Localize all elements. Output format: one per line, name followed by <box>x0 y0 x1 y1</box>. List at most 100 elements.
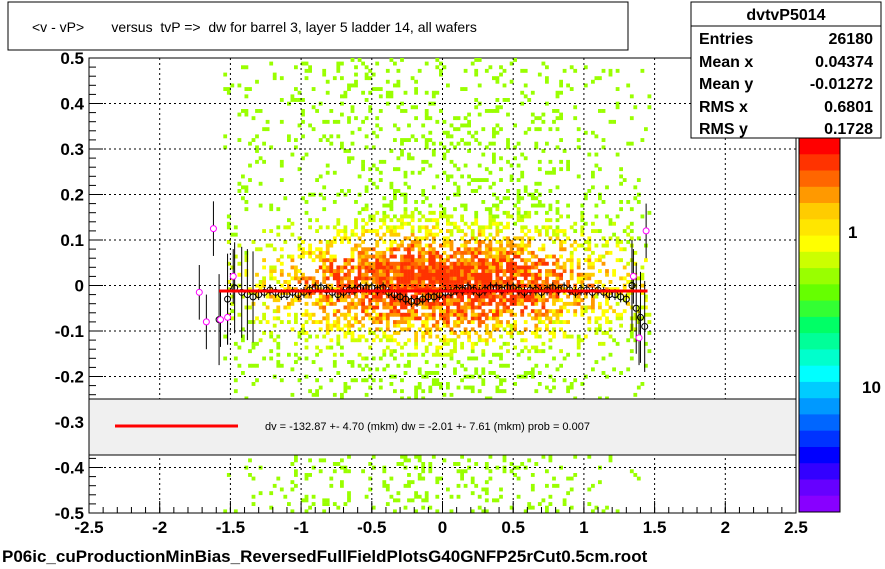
heatmap-cell <box>428 138 433 142</box>
heatmap-cell <box>499 243 503 248</box>
heatmap-cell <box>439 385 443 390</box>
heatmap-cell <box>612 367 616 372</box>
heatmap-cell <box>364 229 369 233</box>
heatmap-cell <box>407 265 411 270</box>
heatmap-cell <box>523 232 528 237</box>
heatmap-cell <box>308 294 312 299</box>
heatmap-cell <box>393 312 397 317</box>
heatmap-cell <box>506 276 510 281</box>
heatmap-cell <box>308 473 312 477</box>
heatmap-cell <box>304 309 309 314</box>
heatmap-cell <box>456 116 461 121</box>
heatmap-cell <box>636 385 641 390</box>
heatmap-cell <box>534 181 539 186</box>
heatmap-cell <box>484 341 489 346</box>
heatmap-cell <box>456 287 461 292</box>
heatmap-cell <box>569 276 574 281</box>
heatmap-cell <box>562 356 567 361</box>
heatmap-cell <box>442 294 447 299</box>
heatmap-cell <box>343 291 348 295</box>
heatmap-cell <box>484 327 489 332</box>
heatmap-cell <box>304 473 309 477</box>
heatmap-cell <box>350 291 355 295</box>
heatmap-cell <box>414 276 418 281</box>
heatmap-cell <box>421 305 426 310</box>
heatmap-cell <box>587 243 592 248</box>
heatmap-cell <box>499 254 503 259</box>
heatmap-cell <box>439 265 443 270</box>
heatmap-cell <box>446 382 450 386</box>
heatmap-cell <box>255 316 259 321</box>
heatmap-cell <box>439 327 443 332</box>
heatmap-cell <box>424 269 429 273</box>
heatmap-cell <box>368 316 373 321</box>
heatmap-cell <box>439 229 443 233</box>
stats-label-mean-y: Mean y <box>699 76 753 93</box>
heatmap-cell <box>378 159 383 164</box>
heatmap-cell <box>407 458 411 463</box>
heatmap-cell <box>354 265 358 270</box>
heatmap-cell <box>417 385 422 390</box>
heatmap-cell <box>619 258 623 263</box>
heatmap-cell <box>446 272 450 277</box>
heatmap-cell <box>555 258 560 263</box>
heatmap-cell <box>537 320 542 324</box>
heatmap-cell <box>484 491 489 496</box>
heatmap-cell <box>435 225 440 230</box>
heatmap-cell <box>499 250 503 255</box>
heatmap-cell <box>301 61 305 66</box>
heatmap-cell <box>414 116 418 121</box>
heatmap-cell <box>407 287 411 292</box>
heatmap-cell <box>460 320 464 324</box>
heatmap-cell <box>569 269 574 273</box>
heatmap-cell <box>629 94 634 99</box>
heatmap-cell <box>484 331 489 335</box>
heatmap-cell <box>322 185 327 190</box>
heatmap-cell <box>530 272 535 277</box>
heatmap-cell <box>488 170 493 175</box>
heatmap-cell <box>297 276 302 281</box>
heatmap-cell <box>407 247 411 252</box>
heatmap-cell <box>626 141 631 146</box>
heatmap-cell <box>421 159 426 164</box>
heatmap-cell <box>594 243 599 248</box>
heatmap-cell <box>375 276 380 281</box>
heatmap-cell <box>315 280 319 284</box>
heatmap-cell <box>446 269 450 273</box>
heatmap-cell <box>488 221 493 226</box>
heatmap-cell <box>407 261 411 266</box>
heatmap-cell <box>530 192 535 197</box>
heatmap-cell <box>541 112 546 117</box>
heatmap-cell <box>414 258 418 263</box>
heatmap-cell <box>506 225 510 230</box>
heatmap-cell <box>421 287 426 292</box>
heatmap-cell <box>347 189 351 193</box>
heatmap-cell <box>583 240 588 244</box>
heatmap-cell <box>272 483 277 488</box>
heatmap-cell <box>569 261 574 266</box>
heatmap-cell <box>297 294 302 299</box>
heatmap-cell <box>368 327 373 332</box>
heatmap-cell <box>382 287 387 292</box>
heatmap-cell <box>290 254 295 259</box>
heatmap-cell <box>414 265 418 270</box>
heatmap-cell <box>495 283 500 288</box>
heatmap-cell <box>428 469 433 474</box>
heatmap-cell <box>400 287 404 292</box>
heatmap-cell <box>287 301 291 306</box>
heatmap-cell <box>311 301 316 306</box>
heatmap-cell <box>513 287 517 292</box>
heatmap-cell <box>435 371 440 375</box>
heatmap-cell <box>474 210 479 215</box>
heatmap-cell <box>449 349 454 354</box>
heatmap-cell <box>385 90 390 95</box>
heatmap-cell <box>470 229 475 233</box>
heatmap-cell <box>474 189 479 193</box>
heatmap-cell <box>456 298 461 303</box>
heatmap-cell <box>456 258 461 263</box>
heatmap-cell <box>591 283 595 288</box>
heatmap-cell <box>545 141 549 146</box>
heatmap-cell <box>375 269 380 273</box>
heatmap-cell <box>308 218 312 223</box>
heatmap-cell <box>389 232 394 237</box>
